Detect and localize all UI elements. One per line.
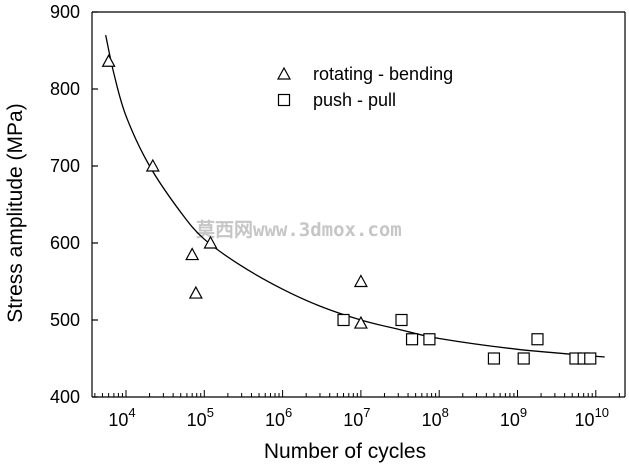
x-tick-label: 109: [500, 405, 527, 430]
triangle-point: [185, 247, 200, 261]
watermark: 莫西网www.3dmox.com: [196, 218, 402, 241]
legend-label-push-pull: push - pull: [313, 90, 396, 110]
x-tick-label: 104: [108, 405, 135, 430]
x-ticks: 104 105 106 107 108 109 1010: [94, 390, 620, 430]
fit-curve: [105, 34, 605, 358]
square-point: [584, 352, 597, 365]
legend-square-icon: [277, 93, 291, 107]
square-point: [517, 352, 530, 365]
y-tick-label: 900: [50, 2, 80, 22]
y-tick-label: 800: [50, 79, 80, 99]
triangle-point: [101, 54, 116, 67]
x-tick-label: 105: [187, 405, 214, 430]
y-tick-label: 600: [50, 233, 80, 253]
y-tick-label: 500: [50, 310, 80, 330]
x-tick-label: 106: [265, 405, 292, 430]
y-ticks: 400 500 600 700 800 900: [50, 2, 98, 407]
triangle-point: [188, 285, 203, 299]
square-point: [487, 352, 501, 365]
square-point: [395, 313, 408, 327]
square-point: [423, 333, 436, 346]
data-markers: [101, 54, 597, 365]
y-axis-title: Stress amplitude (MPa): [4, 103, 27, 322]
x-tick-label: 1010: [575, 405, 610, 430]
y-tick-label: 400: [50, 387, 80, 407]
square-point: [531, 333, 544, 346]
triangle-point: [353, 315, 368, 329]
triangle-point: [353, 274, 368, 288]
y-tick-label: 700: [50, 156, 80, 176]
square-point: [337, 313, 350, 327]
legend-label-rotating-bending: rotating - bending: [313, 64, 453, 84]
x-tick-label: 108: [422, 405, 449, 430]
x-axis-title: Number of cycles: [264, 440, 426, 463]
triangle-point: [145, 158, 160, 172]
legend-triangle-icon: [276, 66, 292, 80]
legend: rotating - bending push - pull: [276, 64, 453, 110]
x-tick-label: 107: [343, 405, 370, 430]
square-point: [405, 333, 419, 346]
triangle-point: [203, 235, 218, 249]
